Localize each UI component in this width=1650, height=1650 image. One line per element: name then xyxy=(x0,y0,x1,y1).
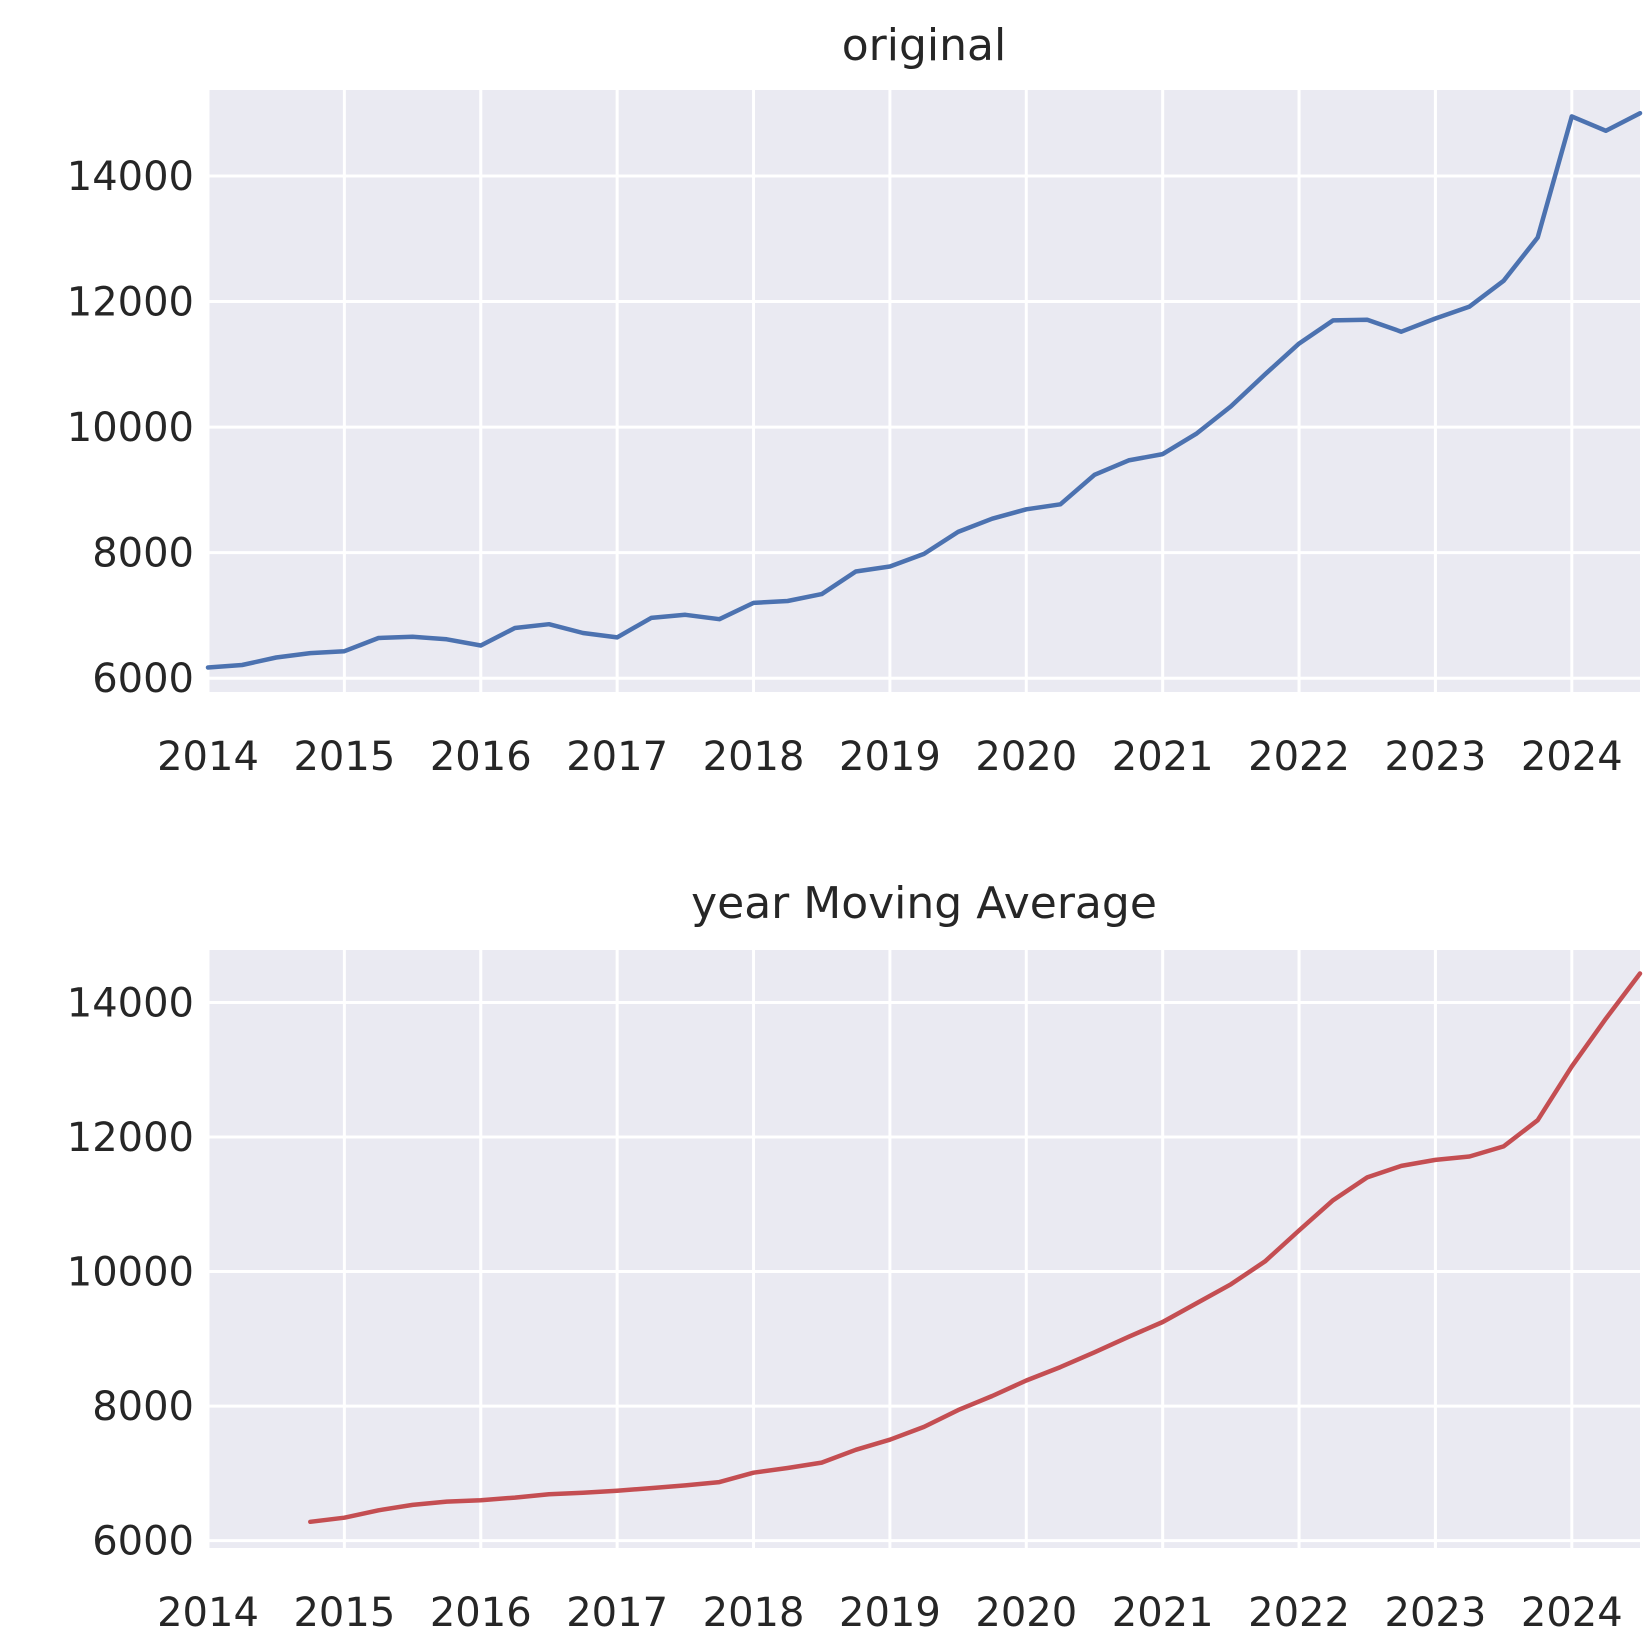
x-tick-label: 2018 xyxy=(703,734,805,780)
x-tick-label: 2021 xyxy=(1112,734,1214,780)
y-tick-label: 12000 xyxy=(67,280,194,326)
y-tick-label: 6000 xyxy=(92,1519,194,1565)
y-tick-label: 14000 xyxy=(67,154,194,200)
x-tick-label: 2022 xyxy=(1248,1590,1350,1636)
x-tick-label: 2018 xyxy=(703,1590,805,1636)
x-tick-label: 2022 xyxy=(1248,734,1350,780)
series-line xyxy=(308,971,1643,1525)
chart-title: original xyxy=(842,20,1006,71)
y-tick-label: 6000 xyxy=(92,656,194,702)
x-tick-label: 2015 xyxy=(293,734,395,780)
x-tick-label: 2015 xyxy=(293,1590,395,1636)
x-tick-label: 2016 xyxy=(430,734,532,780)
y-tick-label: 10000 xyxy=(67,405,194,451)
y-tick-label: 8000 xyxy=(92,531,194,577)
x-tick-label: 2017 xyxy=(566,734,668,780)
original-chart-panel: 2014 2015 2016 2017 2018 2019 2020 2021 2022 2023… xyxy=(67,20,1643,780)
plot-area xyxy=(208,950,1640,1548)
x-tick-label: 2024 xyxy=(1521,734,1623,780)
x-tick-label: 2020 xyxy=(975,1590,1077,1636)
x-tick-label: 2019 xyxy=(839,734,941,780)
x-tick-label: 2023 xyxy=(1385,734,1487,780)
y-tick-label: 14000 xyxy=(67,980,194,1026)
series-line xyxy=(205,110,1643,670)
x-tick-label: 2017 xyxy=(566,1590,668,1636)
x-tick-label: 2024 xyxy=(1521,1590,1623,1636)
x-tick-label: 2016 xyxy=(430,1590,532,1636)
x-tick-label: 2014 xyxy=(157,1590,259,1636)
x-tick-label: 2023 xyxy=(1385,1590,1487,1636)
moving-average-chart-panel: 2014 2015 2016 2017 2018 2019 2020 2021 2022 2023… xyxy=(67,878,1643,1636)
y-tick-label: 8000 xyxy=(92,1384,194,1430)
x-tick-label: 2014 xyxy=(157,734,259,780)
x-tick-label: 2020 xyxy=(975,734,1077,780)
y-tick-label: 12000 xyxy=(67,1115,194,1161)
chart-title: year Moving Average xyxy=(691,878,1157,929)
plot-area xyxy=(208,90,1640,692)
x-tick-label: 2021 xyxy=(1112,1590,1214,1636)
y-tick-label: 10000 xyxy=(67,1250,194,1296)
x-tick-label: 2019 xyxy=(839,1590,941,1636)
